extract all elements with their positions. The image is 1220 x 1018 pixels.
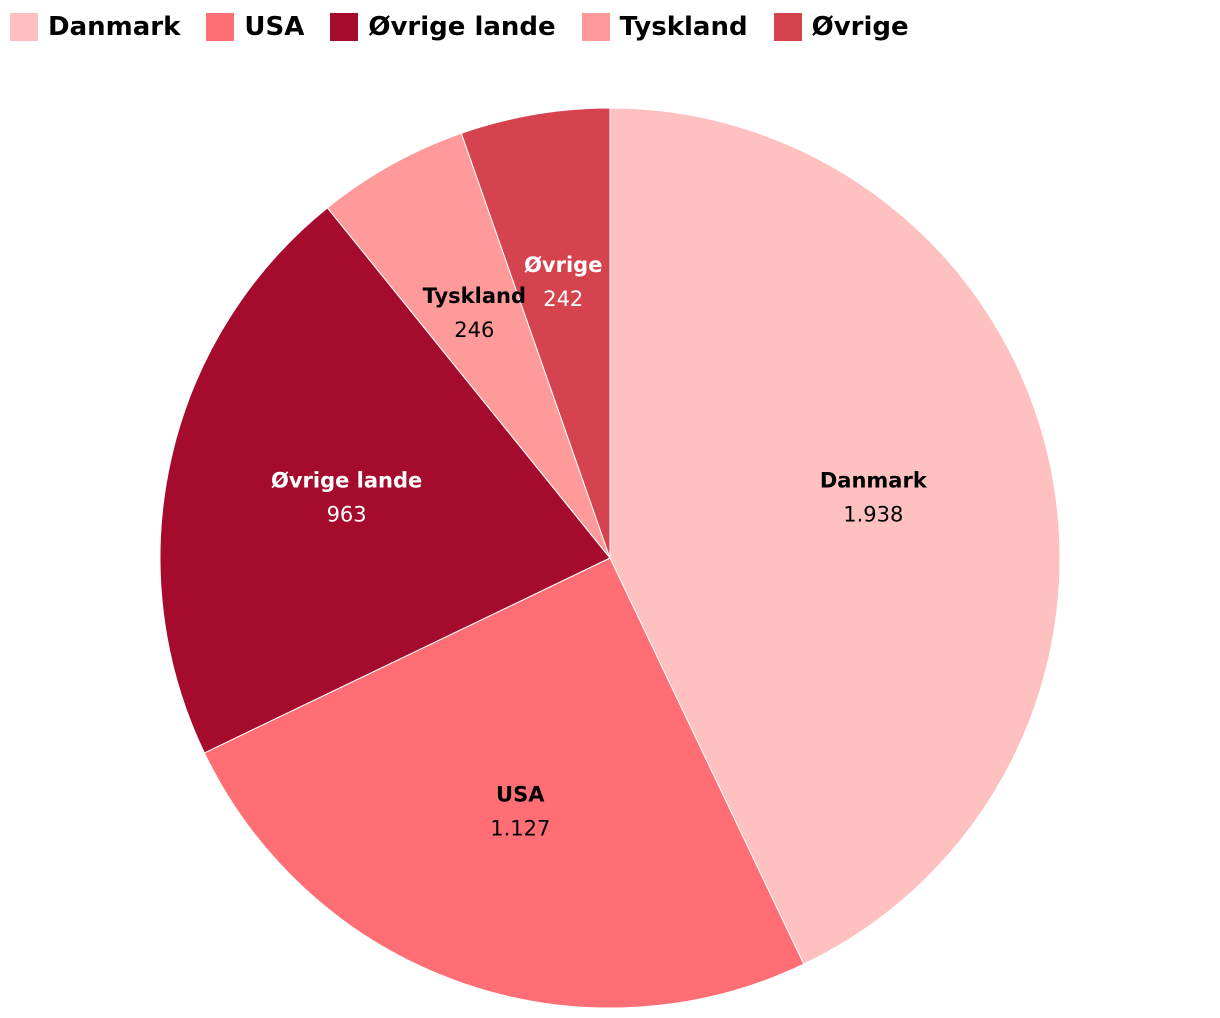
legend-item: Øvrige lande (330, 12, 556, 42)
legend-label: Tyskland (619, 12, 748, 42)
legend-swatch (330, 13, 359, 41)
pie-slice (609, 107, 1061, 965)
slice-name: Øvrige lande (271, 469, 422, 493)
pie-slice (460, 107, 611, 559)
legend-item: Danmark (10, 12, 180, 42)
legend-swatch (581, 13, 610, 41)
legend-item: USA (206, 12, 304, 42)
legend-swatch (206, 13, 235, 41)
legend-swatch (10, 13, 38, 41)
legend-label: USA (244, 12, 305, 42)
slice-value: 1.127 (490, 817, 550, 841)
slice-value: 963 (327, 503, 367, 527)
pie-slice (326, 132, 611, 559)
slice-value: 1.938 (843, 502, 903, 526)
legend-swatch (773, 13, 802, 41)
legend-item: Tyskland (581, 12, 748, 42)
slice-name: USA (496, 783, 545, 807)
slice-name: Tyskland (423, 284, 526, 308)
slice-name: Øvrige (524, 253, 602, 277)
pie-slice (203, 557, 805, 1009)
legend: Danmark USA Øvrige lande Tyskland Øvrige (10, 12, 909, 42)
legend-label: Øvrige (811, 12, 909, 42)
legend-item: Øvrige (773, 12, 909, 42)
legend-label: Øvrige lande (368, 12, 556, 42)
legend-label: Danmark (48, 12, 181, 42)
slice-value: 242 (543, 287, 583, 311)
slice-name: Danmark (820, 468, 928, 492)
slice-value: 246 (454, 318, 494, 342)
pie-slice (159, 207, 611, 754)
